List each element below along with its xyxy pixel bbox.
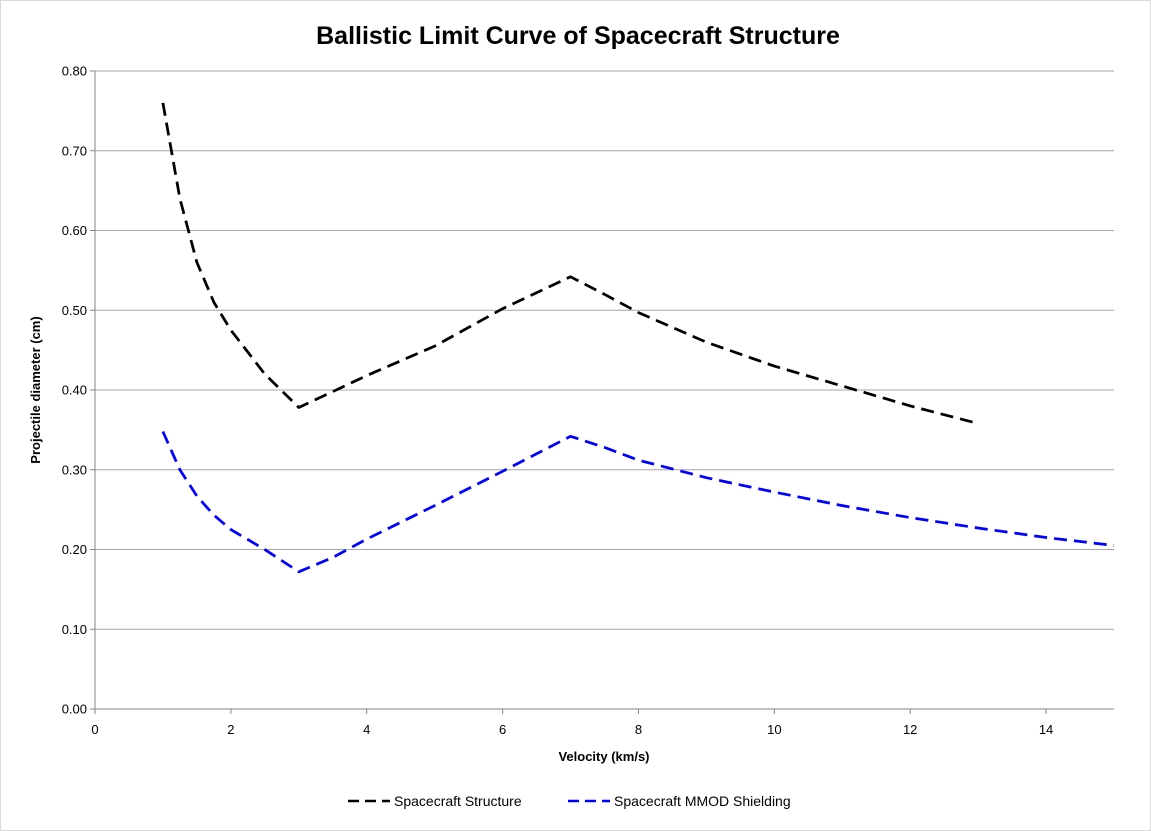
y-tick-label: 0.80: [62, 64, 87, 79]
axes: [90, 70, 1114, 714]
chart-title: Ballistic Limit Curve of Spacecraft Stru…: [316, 22, 840, 50]
y-tick-label: 0.30: [62, 462, 87, 477]
x-tick-label: 2: [227, 722, 234, 737]
legend-item-spacecraft-structure: Spacecraft Structure: [348, 793, 522, 809]
legend-item-spacecraft-mmod-shielding: Spacecraft MMOD Shielding: [568, 793, 791, 809]
x-tick-label: 6: [499, 722, 506, 737]
x-axis-title: Velocity (km/s): [558, 749, 649, 764]
y-tick-label: 0.60: [62, 223, 87, 238]
y-tick-labels: 0.00 0.10 0.20 0.30 0.40 0.50 0.60 0.70 0.80: [62, 64, 87, 717]
y-tick-label: 0.50: [62, 303, 87, 318]
series-line-spacecraft-mmod-shielding: [161, 430, 1115, 574]
y-tick-label: 0.40: [62, 383, 87, 398]
y-tick-label: 0.00: [62, 702, 87, 717]
x-tick-label: 12: [903, 722, 917, 737]
x-tick-labels: 0 2 4 6 8 10 12 14: [91, 722, 1053, 737]
y-axis-title: Projectile diameter (cm): [28, 316, 43, 463]
y-tick-label: 0.10: [62, 622, 87, 637]
series-lines: [161, 102, 1115, 574]
x-tick-label: 8: [635, 722, 642, 737]
legend: Spacecraft Structure Spacecraft MMOD Shi…: [348, 793, 791, 809]
legend-label-spacecraft-mmod-shielding: Spacecraft MMOD Shielding: [614, 793, 791, 809]
series-line-spacecraft-structure: [161, 102, 979, 425]
y-tick-label: 0.20: [62, 542, 87, 557]
legend-label-spacecraft-structure: Spacecraft Structure: [394, 793, 522, 809]
x-tick-label: 4: [363, 722, 370, 737]
x-tick-label: 0: [91, 722, 98, 737]
x-tick-label: 10: [767, 722, 781, 737]
y-tick-label: 0.70: [62, 143, 87, 158]
x-tick-label: 14: [1039, 722, 1053, 737]
